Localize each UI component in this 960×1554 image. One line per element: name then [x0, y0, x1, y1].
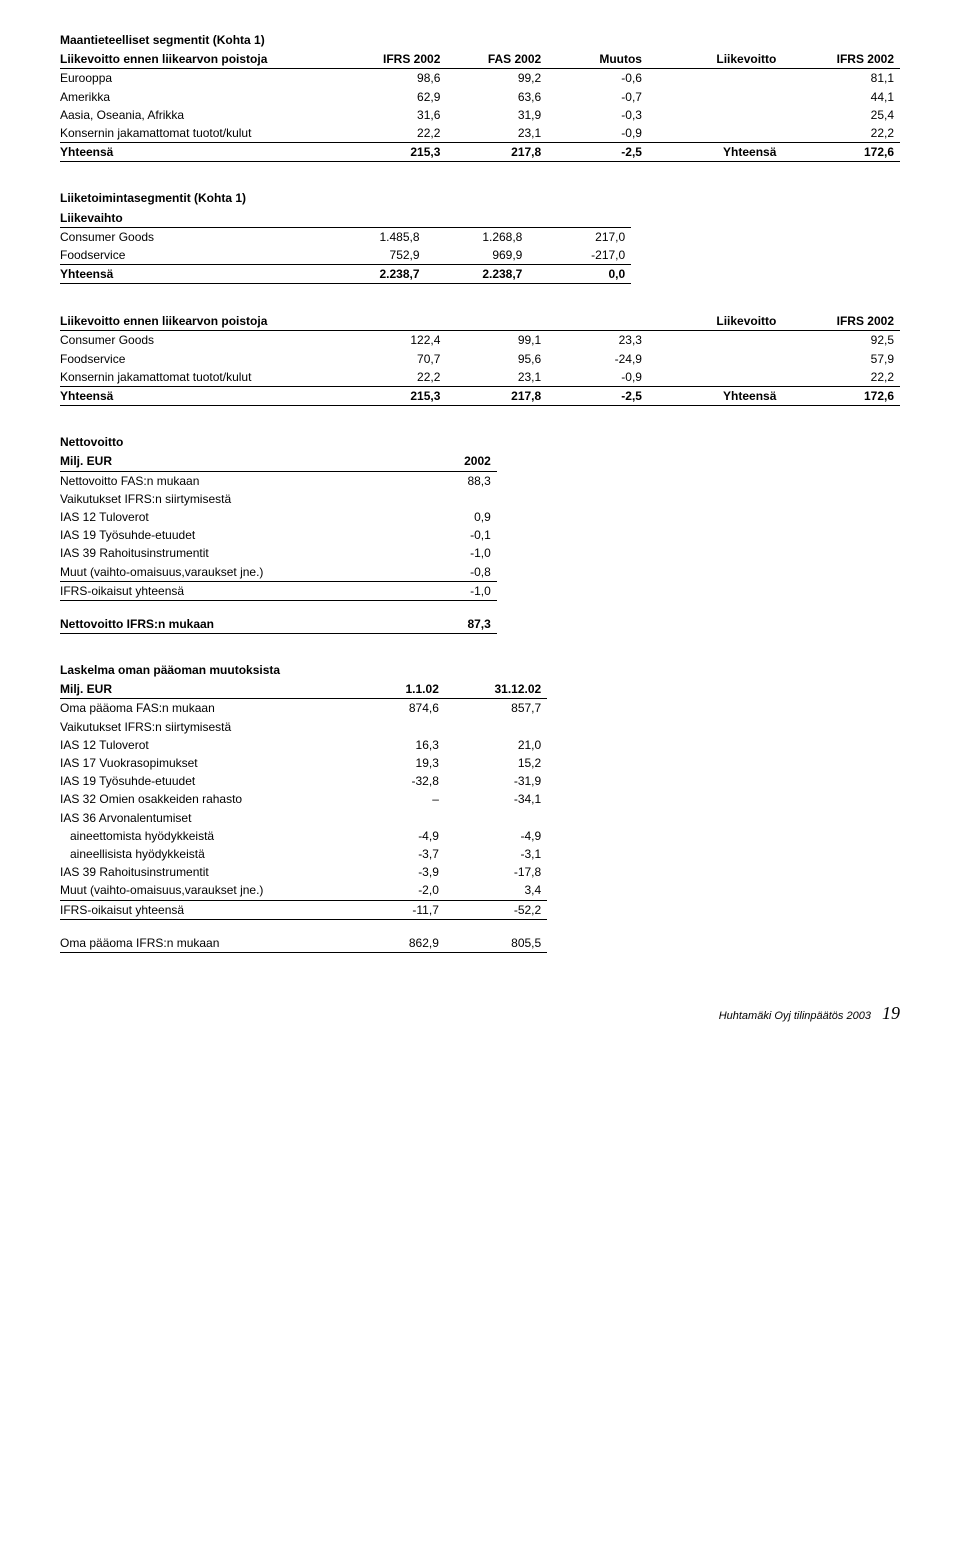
net-h1: 2002 [392, 452, 497, 471]
equity-section: Laskelma oman pääoman muutoksista Milj. … [60, 662, 900, 953]
geo-h3: Muutos [547, 50, 648, 69]
page-number: 19 [882, 1003, 900, 1023]
table-row: Muut (vaihto-omaisuus,varaukset jne.)-2,… [60, 881, 547, 900]
eq-result-row: Oma pääoma IFRS:n mukaan862,9805,5 [60, 934, 547, 953]
net-result-table: Nettovoitto IFRS:n mukaan87,3 [60, 615, 497, 634]
op-h4: Liikevoitto [648, 312, 782, 331]
net-h0: Milj. EUR [60, 452, 392, 471]
table-row: IAS 39 Rahoitusinstrumentit-1,0 [60, 544, 497, 562]
geo-h4: Liikevoitto [648, 50, 782, 69]
geo-h5: IFRS 2002 [782, 50, 900, 69]
table-row: aineellisista hyödykkeistä-3,7-3,1 [60, 845, 547, 863]
table-row: Foodservice70,795,6-24,957,9 [60, 350, 900, 368]
eq-h1: 1.1.02 [343, 680, 445, 699]
table-row: IAS 17 Vuokrasopimukset19,315,2 [60, 754, 547, 772]
biz-segment-section: Liiketoimintasegmentit (Kohta 1) Liikeva… [60, 190, 900, 284]
op-h1 [346, 312, 447, 331]
table-row: IAS 12 Tuloverot16,321,0 [60, 736, 547, 754]
table-row: IAS 39 Rahoitusinstrumentit-3,9-17,8 [60, 863, 547, 881]
geo-h2: FAS 2002 [446, 50, 547, 69]
op-h0: Liikevoitto ennen liikearvon poistoja [60, 312, 346, 331]
net-table: Milj. EUR2002 Nettovoitto FAS:n mukaan88… [60, 452, 497, 601]
table-row: Konsernin jakamattomat tuotot/kulut22,22… [60, 124, 900, 143]
table-row: IAS 19 Työsuhde-etuudet-32,8-31,9 [60, 772, 547, 790]
table-row: Vaikutukset IFRS:n siirtymisestä [60, 490, 497, 508]
geo-h0: Liikevoitto ennen liikearvon poistoja [60, 50, 346, 69]
op-profit-section: Liikevoitto ennen liikearvon poistoja Li… [60, 312, 900, 406]
op-h5: IFRS 2002 [782, 312, 900, 331]
table-row: Oma pääoma FAS:n mukaan874,6857,7 [60, 699, 547, 718]
table-row: Eurooppa98,699,2-0,681,1 [60, 69, 900, 88]
table-row: Muut (vaihto-omaisuus,varaukset jne.)-0,… [60, 563, 497, 582]
biz-table: Liikevaihto Consumer Goods1.485,81.268,8… [60, 209, 631, 285]
table-row: IAS 32 Omien osakkeiden rahasto–-34,1 [60, 790, 547, 808]
table-row: IFRS-oikaisut yhteensä-11,7-52,2 [60, 900, 547, 919]
table-row: Nettovoitto FAS:n mukaan88,3 [60, 471, 497, 490]
biz-title: Liiketoimintasegmentit (Kohta 1) [60, 190, 900, 206]
table-row: Aasia, Oseania, Afrikka31,631,9-0,325,4 [60, 106, 900, 124]
page-footer: Huhtamäki Oyj tilinpäätös 2003 19 [60, 1001, 900, 1025]
table-row: IFRS-oikaisut yhteensä-1,0 [60, 581, 497, 600]
eq-title: Laskelma oman pääoman muutoksista [60, 662, 900, 678]
geo-total-row: Yhteensä215,3217,8-2,5Yhteensä172,6 [60, 143, 900, 162]
op-table: Liikevoitto ennen liikearvon poistoja Li… [60, 312, 900, 406]
eq-h0: Milj. EUR [60, 680, 343, 699]
table-row: Vaikutukset IFRS:n siirtymisestä [60, 718, 547, 736]
footer-text: Huhtamäki Oyj tilinpäätös 2003 [719, 1010, 871, 1022]
net-title: Nettovoitto [60, 434, 900, 450]
table-row: Consumer Goods122,499,123,392,5 [60, 331, 900, 350]
table-row: Foodservice752,9969,9-217,0 [60, 246, 631, 265]
table-row: IAS 12 Tuloverot0,9 [60, 508, 497, 526]
geo-table: Liikevoitto ennen liikearvon poistoja IF… [60, 50, 900, 162]
eq-result-table: Oma pääoma IFRS:n mukaan862,9805,5 [60, 934, 547, 953]
op-h3 [547, 312, 648, 331]
table-row: IAS 19 Työsuhde-etuudet-0,1 [60, 526, 497, 544]
table-row: Amerikka62,963,6-0,744,1 [60, 88, 900, 106]
net-profit-section: Nettovoitto Milj. EUR2002 Nettovoitto FA… [60, 434, 900, 634]
table-row: IAS 36 Arvonalentumiset [60, 809, 547, 827]
eq-table: Milj. EUR1.1.0231.12.02 Oma pääoma FAS:n… [60, 680, 547, 919]
table-row: Konsernin jakamattomat tuotot/kulut22,22… [60, 368, 900, 387]
geo-h1: IFRS 2002 [346, 50, 447, 69]
table-row: Consumer Goods1.485,81.268,8217,0 [60, 227, 631, 246]
eq-h2: 31.12.02 [445, 680, 547, 699]
op-total-row: Yhteensä215,3217,8-2,5Yhteensä172,6 [60, 387, 900, 406]
op-h2 [446, 312, 547, 331]
biz-sub: Liikevaihto [60, 209, 323, 228]
geo-title: Maantieteelliset segmentit (Kohta 1) [60, 32, 900, 48]
net-result-row: Nettovoitto IFRS:n mukaan87,3 [60, 615, 497, 634]
table-row: aineettomista hyödykkeistä-4,9-4,9 [60, 827, 547, 845]
biz-total-row: Yhteensä2.238,72.238,70,0 [60, 265, 631, 284]
geo-segment-section: Maantieteelliset segmentit (Kohta 1) Lii… [60, 32, 900, 162]
